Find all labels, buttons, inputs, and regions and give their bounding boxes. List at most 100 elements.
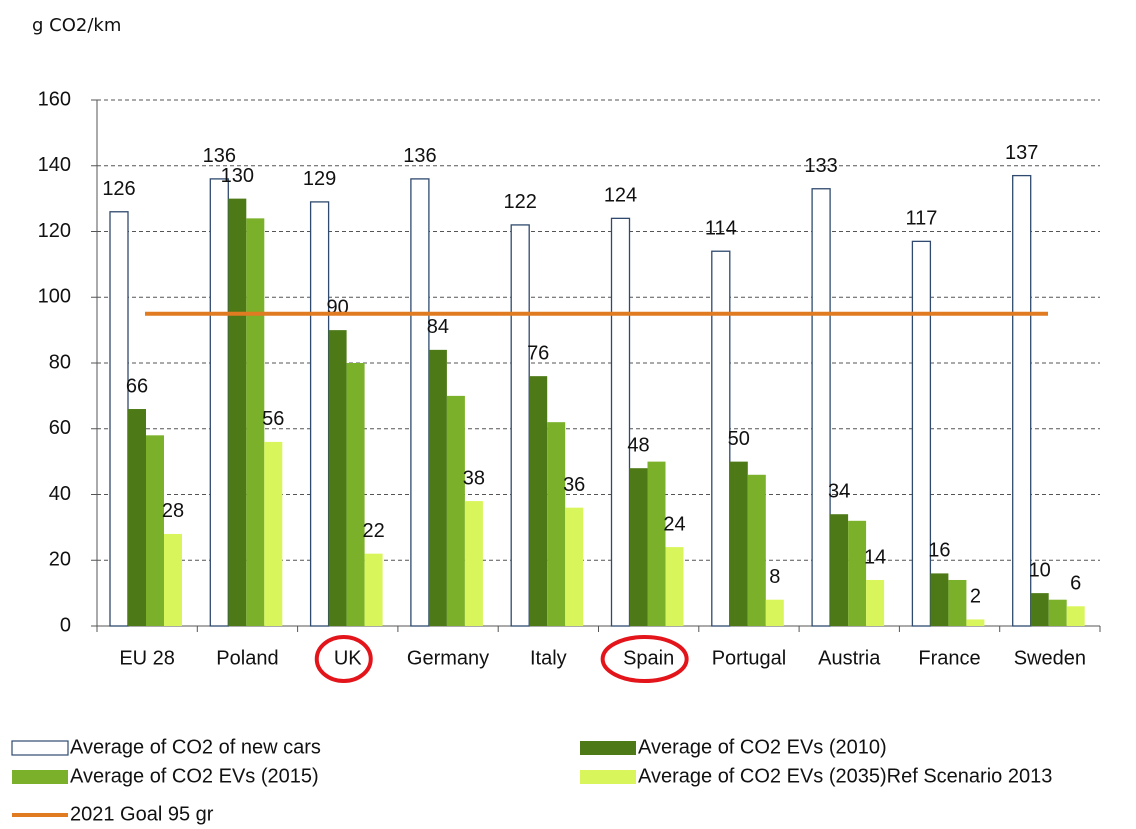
bar [547,422,566,626]
bar [228,198,247,626]
data-label: 124 [604,185,637,207]
bar [565,507,584,626]
bar [911,240,932,627]
bar [529,376,548,626]
data-label: 129 [303,168,336,190]
data-label: 136 [203,145,236,167]
bar [811,188,831,627]
data-label: 28 [162,500,184,522]
data-label: 126 [102,178,135,200]
data-label: 48 [627,434,649,456]
bar [428,349,447,626]
x-tick-label: Portugal [712,647,787,669]
bar [1012,174,1032,627]
y-tick-label: 140 [38,154,71,176]
data-label: 122 [504,191,537,213]
x-tick-label: UK [334,647,362,669]
x-tick-label: Austria [818,647,881,669]
x-tick-label: Germany [407,647,489,669]
bar [930,573,949,626]
bar [128,409,146,626]
legend-label: Average of CO2 EVs (2015) [70,765,319,787]
bar [610,217,631,627]
legend-label: 2021 Goal 95 gr [70,803,214,825]
bar [848,520,867,626]
legend-swatch [11,740,69,756]
legend-label: Average of CO2 EVs (2010) [638,736,887,758]
y-tick-label: 100 [38,286,71,308]
x-tick-label: Poland [216,647,278,669]
bar [309,201,330,627]
bar [711,250,731,627]
legend-label: Average of CO2 of new cars [70,736,321,758]
bar [830,514,849,626]
bar [410,178,430,627]
legend-swatch [580,741,636,755]
data-label: 117 [905,208,937,230]
x-tick-label: Spain [623,647,674,669]
data-label: 76 [527,342,549,364]
bar [209,178,229,627]
data-label: 10 [1029,559,1051,581]
bar [966,619,985,626]
bar [264,441,283,626]
data-label: 14 [864,546,886,568]
y-tick-label: 60 [49,417,71,439]
data-label: 22 [362,520,384,542]
legend-swatch [12,770,68,784]
data-label: 66 [126,375,148,397]
bar [510,224,530,627]
bar [1048,599,1067,626]
data-label: 34 [828,481,850,503]
y-tick-label: 0 [60,614,71,636]
y-tick-label: 40 [49,483,71,505]
bar [109,211,129,627]
legend-label: Average of CO2 EVs (2035)Ref Scenario 20… [638,765,1052,787]
bar [328,330,347,626]
x-tick-label: France [918,647,980,669]
data-label: 114 [705,218,737,240]
bar [665,547,684,626]
x-tick-label: EU 28 [119,647,175,669]
bar [1066,606,1085,626]
bar [146,435,164,626]
bar [164,533,182,626]
bar [629,468,648,626]
bar [1030,593,1049,626]
data-label: 84 [427,316,449,338]
data-label: 16 [928,540,950,562]
data-label: 50 [728,428,750,450]
data-label: 36 [563,474,585,496]
data-label: 8 [769,566,780,588]
bar [446,395,465,626]
bar [246,218,265,626]
data-label: 38 [463,467,485,489]
bar [948,579,967,626]
legend-swatch [580,770,636,784]
bar [364,553,383,626]
y-tick-label: 160 [38,88,71,110]
bar [747,474,766,626]
data-label: 6 [1070,573,1081,595]
data-label: 130 [221,165,254,187]
bar [346,363,365,626]
bar [729,461,748,626]
bar [765,599,784,626]
y-tick-label: 120 [38,220,71,242]
x-tick-label: Italy [530,647,567,669]
bar [464,501,483,626]
bar [647,461,666,626]
x-tick-label: Sweden [1014,647,1086,669]
data-label: 137 [1005,142,1038,164]
data-label: 136 [403,145,436,167]
data-label: 56 [262,408,284,430]
data-label: 24 [663,513,685,535]
data-label: 133 [804,155,837,177]
highlight-circle [314,635,373,683]
highlight-circle [600,635,689,683]
y-tick-label: 80 [49,351,71,373]
data-label: 2 [970,586,981,608]
y-tick-label: 20 [49,549,71,571]
y-axis-unit: g CO2/km [32,15,121,36]
